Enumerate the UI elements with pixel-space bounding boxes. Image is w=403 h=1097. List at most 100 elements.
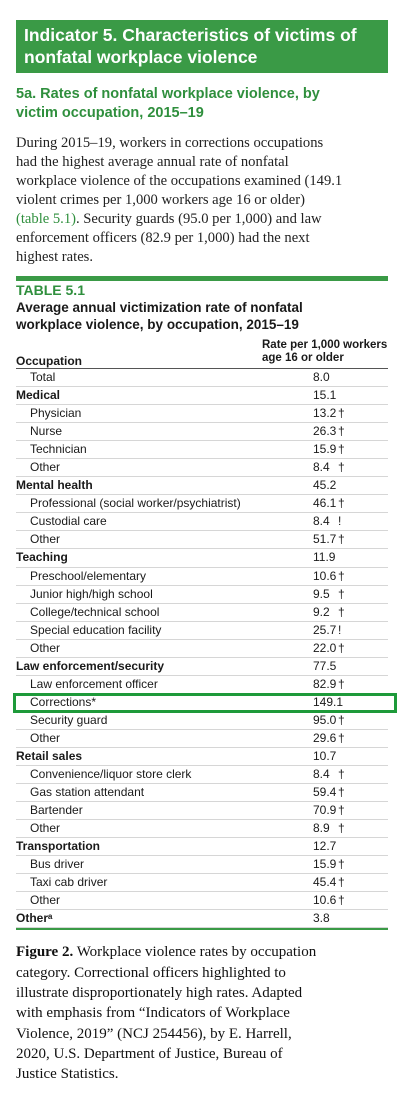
intro-line: violent crimes per 1,000 workers age 16 … — [16, 192, 305, 208]
table-row: Other 29.6 † — [16, 730, 388, 748]
row-flag: † — [338, 424, 345, 439]
caption-line-rest: Workplace violence rates by occupation — [73, 944, 317, 961]
row-divider — [16, 548, 388, 550]
row-divider — [16, 837, 388, 839]
row-value: 3.8 — [313, 911, 330, 926]
row-label: Taxi cab driver — [30, 875, 108, 890]
row-divider — [16, 422, 388, 424]
row-label: Technician — [30, 442, 87, 457]
table-row: Law enforcement officer 82.9 † — [16, 676, 388, 694]
row-label: Bartender — [30, 803, 83, 818]
table-row: Junior high/high school 9.5 † — [16, 586, 388, 604]
row-flag: † — [338, 460, 345, 475]
row-label: Junior high/high school — [30, 586, 153, 601]
row-label: Other — [30, 893, 61, 908]
table-row-highlighted: Corrections* 149.1 — [13, 692, 397, 713]
row-divider — [16, 404, 388, 406]
table-row: Professional (social worker/psychiatrist… — [16, 495, 388, 514]
row-label: Medical — [16, 388, 61, 403]
table-category-row: Retail sales 10.7 — [16, 748, 388, 767]
row-value: 15.1 — [313, 388, 337, 403]
row-value: 149.1 — [313, 694, 344, 709]
row-flag: † — [338, 821, 345, 836]
row-flag: † — [338, 785, 345, 800]
row-divider — [16, 530, 388, 532]
row-divider — [16, 566, 388, 568]
row-value: 26.3 — [313, 424, 337, 439]
row-value: 70.9 — [313, 803, 337, 818]
row-value: 12.7 — [313, 839, 337, 854]
row-label: Retail sales — [16, 748, 83, 763]
row-divider — [16, 746, 388, 748]
row-divider — [16, 512, 388, 514]
row-flag: † — [338, 857, 345, 872]
table-row: Preschool/elementary 10.6 † — [16, 568, 388, 586]
row-value: 46.1 — [313, 496, 337, 511]
row-value: 15.9 — [313, 442, 337, 457]
caption-line: category. Correctional officers highligh… — [16, 964, 286, 981]
table-category-row: Mental health 45.2 — [16, 477, 388, 496]
row-label: College/technical school — [30, 604, 160, 619]
row-divider — [16, 476, 388, 478]
row-value: 13.2 — [313, 406, 337, 421]
row-flag: † — [338, 676, 345, 691]
table-row: Bus driver 15.9 † — [16, 856, 388, 875]
row-flag: † — [338, 586, 345, 601]
row-flag: † — [338, 875, 345, 890]
row-label: Nurse — [30, 424, 63, 439]
row-value: 95.0 — [313, 712, 337, 727]
row-label: Physician — [30, 406, 82, 421]
header-divider — [16, 368, 388, 369]
row-divider — [16, 458, 388, 460]
row-divider — [16, 620, 388, 622]
row-flag: † — [338, 803, 345, 818]
table-row: Special education facility 25.7! — [16, 622, 388, 640]
intro-line: enforcement officers (82.9 per 1,000) ha… — [16, 230, 310, 246]
row-label: Custodial care — [30, 514, 107, 529]
row-flag: † — [338, 604, 345, 619]
row-value: 45.2 — [313, 478, 337, 493]
row-divider — [16, 440, 388, 442]
row-label: Convenience/liquor store clerk — [30, 767, 192, 782]
rate-header-line-2: age 16 or older — [262, 352, 344, 364]
caption-line: Violence, 2019” (NCJ 254456), by E. Harr… — [16, 1025, 292, 1042]
row-label: Other — [30, 460, 61, 475]
row-flag: † — [338, 640, 345, 655]
row-divider — [16, 909, 388, 911]
document-page: Indicator 5. Characteristics of victims … — [13, 20, 397, 1085]
table-label: TABLE 5.1 — [16, 282, 85, 298]
row-value: 25.7 — [313, 622, 337, 637]
row-value: 77.5 — [313, 658, 337, 673]
row-divider — [16, 819, 388, 821]
rate-header-line-1: Rate per 1,000 workers — [262, 339, 388, 351]
table-title-line-2: workplace violence, by occupation, 2015–… — [16, 317, 299, 332]
row-flag: † — [338, 496, 345, 511]
row-divider — [16, 891, 388, 893]
table-row: Bartender 70.9 † — [16, 802, 388, 821]
row-flag: † — [338, 532, 345, 547]
table-row: Total 8.0 — [16, 369, 388, 388]
row-label: Mental health — [16, 478, 93, 493]
row-flag: ! — [338, 622, 342, 637]
row-label: Transportation — [16, 839, 101, 854]
row-divider — [16, 765, 388, 767]
row-divider — [16, 386, 388, 388]
row-label: Bus driver — [30, 857, 85, 872]
figure-number: Figure 2. — [16, 944, 74, 961]
table-reference-link[interactable]: (table 5.1) — [16, 211, 76, 227]
subhead-line-2: victim occupation, 2015–19 — [16, 105, 204, 121]
table-title-line-1: Average annual victimization rate of non… — [16, 300, 303, 315]
table-header: Occupation Rate per 1,000 workers age 16… — [16, 339, 388, 369]
column-header-occupation: Occupation — [16, 354, 83, 368]
row-label: Professional (social worker/psychiatrist… — [30, 496, 241, 511]
row-label: Other — [30, 532, 61, 547]
row-flag: † — [338, 712, 345, 727]
table-row: Physician 13.2 † — [16, 405, 388, 424]
row-value: 22.0 — [313, 640, 337, 655]
table-row: Other 8.4 † — [16, 459, 388, 478]
row-label: Otherᵃ — [16, 911, 53, 926]
row-divider — [16, 638, 388, 640]
row-divider — [16, 674, 388, 676]
table-row: College/technical school 9.2 † — [16, 604, 388, 622]
row-value: 9.5 — [313, 586, 330, 601]
